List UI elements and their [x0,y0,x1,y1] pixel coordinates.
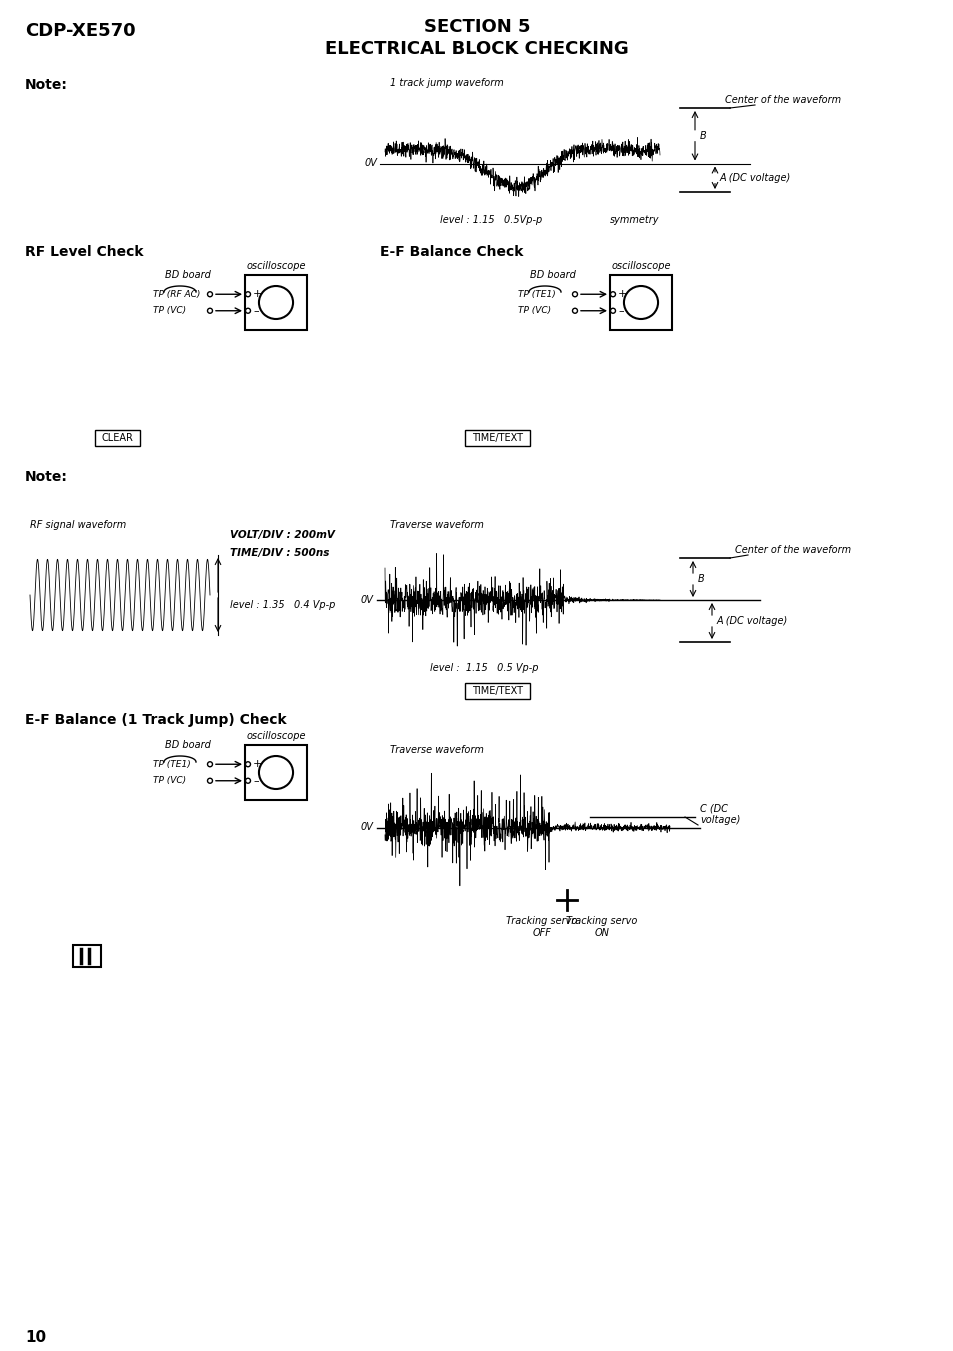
Text: –: – [618,305,623,316]
Text: 0V: 0V [364,158,376,169]
Text: TIME/DIV : 500ns: TIME/DIV : 500ns [230,549,329,558]
Text: Center of the waveform: Center of the waveform [724,95,841,105]
Circle shape [245,292,251,297]
Text: BD board: BD board [530,270,576,280]
Text: TP (VC): TP (VC) [152,777,186,785]
Text: 0V: 0V [359,823,373,832]
Text: TIME/TEXT: TIME/TEXT [472,686,522,696]
Text: TP (RF AC): TP (RF AC) [152,289,200,299]
Text: E-F Balance Check: E-F Balance Check [379,245,523,259]
Text: +: + [253,759,262,769]
Text: CDP-XE570: CDP-XE570 [25,22,135,41]
Bar [464,684,530,698]
Text: oscilloscope: oscilloscope [611,261,670,272]
Circle shape [208,292,213,297]
Circle shape [572,308,577,313]
Text: level : 1.15   0.5Vp-p: level : 1.15 0.5Vp-p [439,215,541,226]
Text: level : 1.35   0.4 Vp-p: level : 1.35 0.4 Vp-p [230,600,335,611]
Circle shape [245,762,251,767]
Text: ELECTRICAL BLOCK CHECKING: ELECTRICAL BLOCK CHECKING [325,41,628,58]
Bar [73,944,101,967]
Text: Traverse waveform: Traverse waveform [390,520,483,530]
Text: TIME/TEXT: TIME/TEXT [472,434,522,443]
Text: BD board: BD board [165,270,211,280]
Circle shape [610,308,615,313]
Text: B: B [700,131,706,141]
Text: Traverse waveform: Traverse waveform [390,744,483,755]
Circle shape [245,308,251,313]
Text: RF Level Check: RF Level Check [25,245,143,259]
Bar [95,430,140,446]
Text: symmetry: symmetry [609,215,659,226]
Circle shape [610,292,615,297]
Text: A (DC voltage): A (DC voltage) [717,616,787,626]
Text: –: – [253,775,258,786]
Text: +: + [253,289,262,300]
Bar [245,276,307,330]
Text: 1 track jump waveform: 1 track jump waveform [390,78,503,88]
Bar [245,744,307,800]
Text: TP (VC): TP (VC) [517,307,551,315]
Text: Note:: Note: [25,78,68,92]
Circle shape [208,778,213,784]
Bar [609,276,671,330]
Text: BD board: BD board [165,740,211,750]
Text: TP (VC): TP (VC) [152,307,186,315]
Text: Tracking servo
OFF: Tracking servo OFF [505,916,577,938]
Text: oscilloscope: oscilloscope [246,261,305,272]
Text: Tracking servo
ON: Tracking servo ON [565,916,637,938]
Text: B: B [698,574,704,584]
Text: –: – [253,305,258,316]
Text: oscilloscope: oscilloscope [246,731,305,740]
Text: Center of the waveform: Center of the waveform [734,544,850,555]
Circle shape [208,762,213,767]
Text: RF signal waveform: RF signal waveform [30,520,126,530]
Circle shape [572,292,577,297]
Circle shape [245,778,251,784]
Text: C (DC
voltage): C (DC voltage) [700,804,740,825]
Text: +: + [618,289,627,300]
Text: TP (TE1): TP (TE1) [152,759,191,769]
Text: TP (TE1): TP (TE1) [517,289,556,299]
Bar [464,430,530,446]
Circle shape [208,308,213,313]
Text: 10: 10 [25,1329,46,1346]
Text: SECTION 5: SECTION 5 [423,18,530,36]
Text: A (DC voltage): A (DC voltage) [720,173,790,182]
Text: CLEAR: CLEAR [101,434,133,443]
Text: 0V: 0V [359,594,373,605]
Text: E-F Balance (1 Track Jump) Check: E-F Balance (1 Track Jump) Check [25,713,286,727]
Text: Note:: Note: [25,470,68,484]
Text: VOLT/DIV : 200mV: VOLT/DIV : 200mV [230,530,335,540]
Text: level :  1.15   0.5 Vp-p: level : 1.15 0.5 Vp-p [430,663,537,673]
